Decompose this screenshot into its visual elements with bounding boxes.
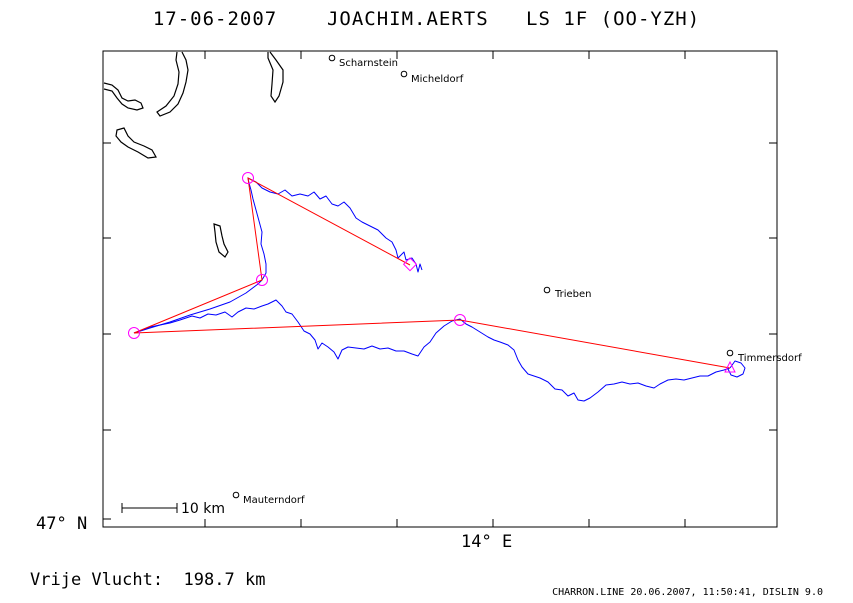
glider-id: LS 1F (OO-YZH) xyxy=(526,8,701,30)
town-label: Timmersdorf xyxy=(737,353,802,364)
turnpoints xyxy=(128,172,736,373)
town-timmersdorf: Timmersdorf xyxy=(726,349,802,364)
towns: Scharnstein Micheldorf Trieben Timmersdo… xyxy=(232,54,802,506)
track-segment xyxy=(247,177,267,281)
turnpoint-marker xyxy=(256,274,268,286)
lake-1 xyxy=(103,82,144,111)
flight-date: 17-06-2007 xyxy=(152,8,278,30)
town-trieben: Trieben xyxy=(543,286,592,300)
latitude-label: 47° N xyxy=(36,514,88,534)
lake-2 xyxy=(156,51,189,117)
scale-label: 10 km xyxy=(181,501,225,517)
town-label: Scharnstein xyxy=(339,58,398,69)
scale-bar: 10 km xyxy=(121,501,225,517)
pilot-name: JOACHIM.AERTS xyxy=(326,8,489,30)
task-leg xyxy=(133,177,731,369)
town-micheldorf: Micheldorf xyxy=(400,70,464,85)
lake-4 xyxy=(115,127,157,159)
turnpoint-marker xyxy=(128,327,140,339)
track-segment xyxy=(247,177,423,273)
footer-info: CHARRON.LINE 20.06.2007, 11:50:41, DISLI… xyxy=(552,587,823,598)
turnpoint-marker xyxy=(454,314,466,326)
town-label: Trieben xyxy=(554,289,592,300)
town-mauterndorf: Mauterndorf xyxy=(232,491,305,506)
turnpoint-marker xyxy=(242,172,254,184)
free-flight-distance: Vrije Vlucht: 198.7 km xyxy=(30,570,265,590)
track-segment xyxy=(133,299,731,402)
longitude-label: 14° E xyxy=(461,532,513,552)
lakes xyxy=(103,51,284,258)
town-label: Micheldorf xyxy=(411,74,464,85)
track-segment xyxy=(133,279,263,334)
axis-ticks xyxy=(103,51,777,527)
finish-marker xyxy=(724,360,736,373)
track-segment xyxy=(727,360,746,378)
town-label: Mauterndorf xyxy=(243,495,305,506)
lake-3 xyxy=(267,51,284,104)
task-lines xyxy=(133,177,731,369)
map-title: 17-06-2007 JOACHIM.AERTS LS 1F (OO-YZH) xyxy=(0,8,853,30)
distance-label: Vrije Vlucht: xyxy=(30,570,164,590)
gps-track xyxy=(133,177,746,402)
start-marker xyxy=(402,257,418,272)
lake-5 xyxy=(213,223,229,258)
town-scharnstein: Scharnstein xyxy=(328,54,398,69)
distance-value: 198.7 km xyxy=(183,570,266,590)
map-frame xyxy=(102,50,778,528)
